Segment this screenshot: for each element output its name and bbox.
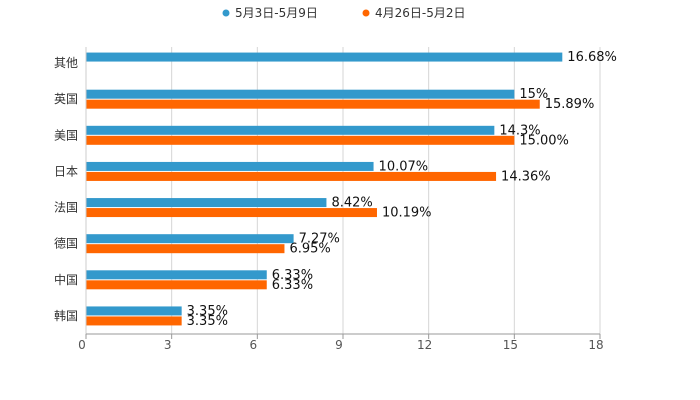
bar-s1-4 [86, 161, 374, 171]
data-label-s1-3: 14.3% [499, 123, 540, 138]
bar-s1-2 [86, 89, 515, 99]
legend-marker-2 [362, 9, 370, 17]
data-label-s1-1: 16.68% [567, 50, 617, 65]
category-label-6: 德国 [54, 236, 78, 251]
category-label-4: 日本 [54, 164, 78, 178]
bar-s2-5 [86, 208, 377, 218]
x-tick-label-6: 6 [250, 338, 258, 352]
data-label-s2-7: 6.33% [272, 278, 313, 293]
data-label-s2-2: 15.89% [545, 97, 595, 112]
legend-marker-1 [222, 9, 230, 17]
bar-s2-3 [86, 135, 515, 145]
x-tick-label-12: 12 [417, 338, 432, 352]
x-tick-label-15: 15 [503, 338, 518, 352]
data-label-s2-4: 14.36% [501, 169, 551, 184]
bar-s1-3 [86, 125, 495, 135]
legend-label-1: 5月3日-5月9日 [235, 6, 318, 20]
bar-s2-4 [86, 171, 497, 181]
bar-s1-7 [86, 270, 267, 280]
data-label-s2-8: 3.35% [187, 314, 228, 329]
x-tick-label-18: 18 [588, 338, 603, 352]
bars [86, 52, 563, 326]
x-tick-label-9: 9 [335, 338, 343, 352]
data-label-s2-6: 6.95% [289, 242, 330, 257]
legend-label-2: 4月26日-5月2日 [375, 6, 466, 20]
bar-s2-7 [86, 280, 267, 290]
axes: 0 3 6 9 12 15 18 [78, 47, 604, 352]
bar-s1-6 [86, 234, 294, 244]
bar-s2-2 [86, 99, 540, 109]
bar-s1-8 [86, 306, 182, 316]
category-label-8: 韩国 [54, 308, 78, 323]
labels: 其他 16.68% 英国 15%15.89% 美国 14.3%15.00% 日本 10.07%… [54, 50, 617, 329]
category-label-5: 法国 [54, 201, 78, 215]
data-label-s1-8: 3.35% [187, 304, 228, 319]
bar-s2-8 [86, 316, 182, 326]
category-label-7: 中国 [54, 272, 78, 287]
x-tick-label-0: 0 [78, 338, 86, 352]
bar-s1-1 [86, 52, 563, 62]
data-label-s2-3: 15.00% [519, 133, 569, 148]
category-label-2: 英国 [54, 92, 78, 106]
data-label-s1-5: 8.42% [331, 196, 372, 211]
category-label-3: 美国 [54, 128, 78, 142]
x-tick-label-3: 3 [164, 338, 172, 352]
data-label-s1-6: 7.27% [299, 232, 340, 247]
data-label-s1-2: 15% [519, 87, 548, 102]
bar-s1-5 [86, 198, 327, 208]
data-label-s2-5: 10.19% [382, 206, 432, 221]
legend: 5月3日-5月9日 4月26日-5月2日 [222, 6, 466, 20]
data-label-s1-7: 6.33% [272, 268, 313, 283]
category-label-1: 其他 [54, 56, 78, 70]
bar-s2-6 [86, 244, 285, 254]
data-label-s1-4: 10.07% [379, 159, 429, 174]
